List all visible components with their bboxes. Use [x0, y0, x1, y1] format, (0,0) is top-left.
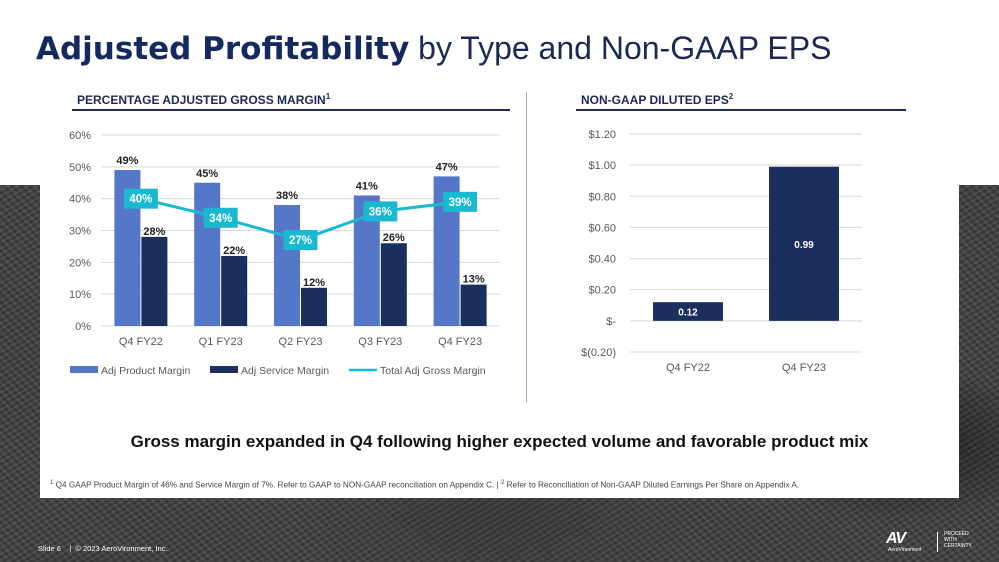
total-margin-label: 36% — [369, 206, 392, 218]
service-margin-label: 26% — [383, 232, 405, 244]
service-margin-label: 22% — [223, 245, 245, 257]
x-tick-label: Q4 FY23 — [782, 362, 826, 374]
company-logo: AV AeroVironment PROCEED WITH CERTAINTY — [886, 530, 972, 553]
gross-margin-section-title: PERCENTAGE ADJUSTED GROSS MARGIN1 — [77, 92, 330, 107]
y-tick-label: $0.60 — [588, 222, 616, 234]
eps-title-underline — [576, 109, 906, 111]
footnote-sup-2: 2 — [501, 480, 505, 486]
product-margin-label: 45% — [196, 168, 218, 180]
eps-chart: $(0.20) $- $0.20 $0.40 $0.60 $0.80 $1.00 $1.20 0… — [581, 129, 862, 374]
product-margin-label: 38% — [276, 190, 298, 202]
x-tick-label: Q1 FY23 — [199, 336, 243, 348]
eps-title-sup: 2 — [728, 92, 734, 101]
slide-title: Adjusted Profitability by Type and Non-G… — [36, 30, 831, 67]
y-tick-label: 20% — [69, 257, 91, 269]
y-tick-label: 0% — [75, 321, 91, 333]
total-margin-label: 39% — [449, 197, 472, 209]
product-margin-bar — [194, 182, 221, 326]
y-tick-label: 10% — [69, 289, 91, 301]
product-margin-label: 41% — [356, 180, 378, 192]
service-margin-bar — [221, 255, 248, 326]
product-margin-label: 49% — [116, 155, 138, 167]
y-tick-label: $1.00 — [588, 160, 616, 172]
copyright: © 2023 AeroVironment, Inc. — [75, 544, 168, 553]
eps-title-text: NON-GAAP DILUTED EPS — [581, 93, 729, 107]
service-margin-label: 28% — [143, 226, 165, 238]
slide-title-bold: Adjusted Profitability — [36, 31, 410, 67]
legend-swatch — [70, 366, 98, 373]
eps-bar — [769, 166, 839, 321]
total-margin-label-box — [203, 207, 238, 228]
slide-title-rest: by Type and Non-GAAP EPS — [409, 30, 832, 66]
logo-mark: AV — [886, 530, 906, 547]
footnote-sup-1: 1 — [50, 480, 54, 486]
logo-tagline: PROCEED WITH CERTAINTY — [944, 531, 972, 549]
service-margin-label: 12% — [303, 277, 325, 289]
y-tick-label: $(0.20) — [581, 347, 616, 359]
x-tick-label: Q2 FY23 — [278, 336, 322, 348]
legend-label: Adj Service Margin — [241, 365, 329, 377]
x-tick-label: Q4 FY22 — [119, 336, 163, 348]
y-tick-label: 60% — [69, 130, 91, 142]
footer-separator: | — [69, 544, 72, 553]
y-tick-label: 50% — [69, 162, 91, 174]
logo-separator — [937, 532, 938, 552]
total-margin-label-box — [443, 191, 478, 212]
gross-margin-title-underline — [72, 109, 510, 111]
footnote-text-2: Refer to Reconciliation of Non-GAAP Dilu… — [504, 480, 800, 490]
section-divider — [526, 92, 527, 402]
y-tick-label: $0.40 — [588, 254, 616, 266]
total-margin-label-box — [123, 188, 158, 209]
service-margin-bar — [380, 243, 407, 326]
slide-number: Slide 6 — [38, 544, 61, 553]
x-tick-label: Q4 FY22 — [666, 362, 710, 374]
product-margin-label: 47% — [436, 161, 458, 173]
x-tick-label: Q4 FY23 — [438, 336, 482, 348]
total-margin-label-box — [363, 201, 398, 222]
footer: Slide 6 | © 2023 AeroVironment, Inc. — [38, 544, 168, 553]
total-margin-label: 34% — [209, 213, 232, 225]
y-tick-label: $0.80 — [588, 191, 616, 203]
eps-section-title: NON-GAAP DILUTED EPS2 — [581, 92, 733, 107]
service-margin-bar — [141, 236, 168, 326]
y-tick-label: 30% — [69, 226, 91, 238]
headline: Gross margin expanded in Q4 following hi… — [130, 432, 869, 451]
total-margin-label: 27% — [289, 235, 312, 247]
service-margin-bar — [301, 287, 327, 326]
gross-margin-chart: 0% 10% 20% 30% 40% 50% 60% 49% 28% Q4 FY22 45% 22% Q… — [69, 130, 500, 377]
legend-swatch — [210, 366, 238, 373]
total-margin-label-box — [283, 230, 318, 251]
product-margin-bar — [274, 205, 300, 326]
total-margin-label: 40% — [129, 194, 152, 206]
eps-value-label: 0.99 — [794, 240, 814, 251]
y-tick-label: $1.20 — [588, 129, 616, 141]
legend-label: Adj Product Margin — [101, 365, 190, 377]
x-tick-label: Q3 FY23 — [358, 336, 402, 348]
service-margin-bar — [460, 284, 487, 326]
y-tick-label: 40% — [69, 194, 91, 206]
eps-value-label: 0.12 — [678, 308, 698, 319]
gross-margin-title-text: PERCENTAGE ADJUSTED GROSS MARGIN — [77, 93, 326, 107]
gross-margin-title-sup: 1 — [325, 92, 331, 101]
service-margin-label: 13% — [463, 274, 485, 286]
eps-bar — [653, 302, 723, 321]
y-tick-label: $- — [606, 316, 616, 328]
logo-name: AeroVironment — [888, 547, 922, 553]
y-tick-label: $0.20 — [588, 285, 616, 297]
footnote: 1 Q4 GAAP Product Margin of 46% and Serv… — [50, 480, 799, 490]
footnote-text-1: Q4 GAAP Product Margin of 46% and Servic… — [53, 480, 501, 490]
legend-label: Total Adj Gross Margin — [380, 365, 486, 377]
